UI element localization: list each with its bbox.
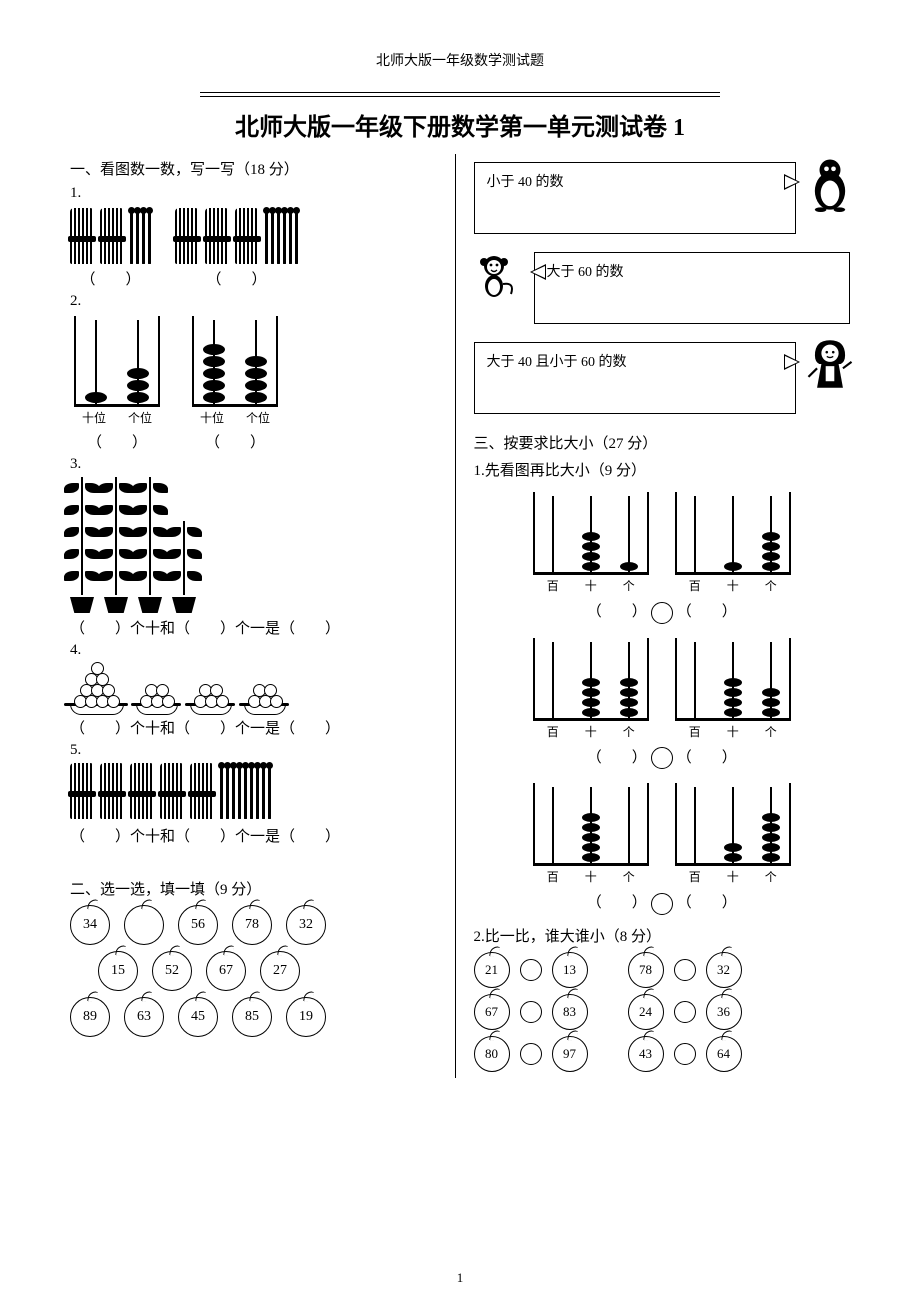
apple-number: 36 (706, 994, 742, 1030)
q1-figures: （ ） （ ） (70, 204, 447, 289)
apple-number: 97 (552, 1036, 588, 1072)
apple-number: 13 (552, 952, 588, 988)
q1-blank-left[interactable]: （ ） (70, 268, 151, 289)
running-head-rule (200, 92, 720, 97)
q2-figures: 十位 个位 （ ） 十位 个位 （ ） (70, 312, 447, 452)
apple-number: 78 (628, 952, 664, 988)
section-2-heading: 二、选一选，填一填（9 分） (70, 878, 447, 899)
s3-q1-heading: 1.先看图再比大小（9 分） (474, 459, 851, 480)
compare-pair[interactable]: 80 97 (474, 1036, 588, 1072)
compare-pair[interactable]: 21 13 (474, 952, 588, 988)
q2-blank-left[interactable]: （ ） (70, 431, 164, 452)
apple-number: 24 (628, 994, 664, 1030)
apple-number: 32 (706, 952, 742, 988)
speech-lt40: 小于 40 的数 (474, 162, 851, 234)
q3-number: 3. (70, 456, 447, 473)
worksheet-page: 北师大版一年级数学测试题 北师大版一年级下册数学第一单元测试卷 1 一、看图数一… (0, 0, 920, 1302)
apple-number: 67 (474, 994, 510, 1030)
q4-blank-line[interactable]: （ ）个十和（ ）个一是（ ） (70, 717, 447, 738)
apple-number: 63 (124, 997, 164, 1037)
q3-plants (70, 477, 447, 613)
compare-pair[interactable]: 78 32 (628, 952, 742, 988)
apple-number: 56 (178, 905, 218, 945)
page-title: 北师大版一年级下册数学第一单元测试卷 1 (70, 107, 850, 142)
apple-number: 52 (152, 951, 192, 991)
q2-number: 2. (70, 293, 447, 310)
q4-number: 4. (70, 642, 447, 659)
s3-q2-apple-pairs: 21 13 78 32 67 83 24 36 80 97 43 64 (474, 952, 851, 1072)
q1-blank-right[interactable]: （ ） (175, 268, 298, 289)
label-40to60: 大于 40 且小于 60 的数 (487, 355, 627, 370)
apple-number: 78 (232, 905, 272, 945)
penguin-icon (806, 156, 854, 212)
apple-number: 89 (70, 997, 110, 1037)
apple-number: 15 (98, 951, 138, 991)
apple-number: 64 (706, 1036, 742, 1072)
section-3-heading: 三、按要求比大小（27 分） (474, 432, 851, 453)
q2-right: 十位 个位 （ ） (188, 312, 282, 452)
right-column: 小于 40 的数 大于 60 的数 大于 40 且小于 60 的数 (466, 154, 851, 1078)
compare-pair[interactable]: 43 64 (628, 1036, 742, 1072)
label-ones: 个位 (128, 409, 152, 426)
apple-number: 21 (474, 952, 510, 988)
s3-q1-abacus-pairs: 百十个百十个（ ）（ ）百十个百十个（ ）（ ）百十个百十个（ ）（ ） (474, 488, 851, 915)
apple-number: 67 (206, 951, 246, 991)
girl-icon (806, 336, 854, 392)
q1-right: （ ） (175, 204, 298, 289)
label-gt60: 大于 60 的数 (547, 265, 624, 280)
q3-blank-line[interactable]: （ ）个十和（ ）个一是（ ） (70, 617, 447, 638)
running-head: 北师大版一年级数学测试题 (200, 50, 720, 74)
apple-number: 32 (286, 905, 326, 945)
apple-number: 43 (628, 1036, 664, 1072)
page-number: 1 (457, 1270, 464, 1286)
monkey-icon (470, 246, 518, 302)
compare-blank[interactable]: （ ）（ ） (474, 891, 851, 915)
apple-number: 34 (70, 905, 110, 945)
q5-blank-line[interactable]: （ ）个十和（ ）个一是（ ） (70, 825, 447, 846)
compare-pair[interactable]: 24 36 (628, 994, 742, 1030)
apple-number: 85 (232, 997, 272, 1037)
s2-apple-grid: 34 56 78 32 15 52 67 27 89 63 45 85 19 (70, 905, 447, 1037)
speech-gt60: 大于 60 的数 (474, 252, 851, 324)
q2-blank-right[interactable]: （ ） (188, 431, 282, 452)
box-gt60[interactable]: 大于 60 的数 (534, 252, 851, 324)
apple-number (124, 905, 164, 945)
label-ones: 个位 (246, 409, 270, 426)
compare-blank[interactable]: （ ）（ ） (474, 746, 851, 770)
left-column: 一、看图数一数，写一写（18 分） 1. （ ） （ ） 2. (70, 154, 456, 1078)
compare-pair[interactable]: 67 83 (474, 994, 588, 1030)
box-40to60[interactable]: 大于 40 且小于 60 的数 (474, 342, 797, 414)
two-column-layout: 一、看图数一数，写一写（18 分） 1. （ ） （ ） 2. (70, 154, 850, 1078)
s3-q2-heading: 2.比一比，谁大谁小（8 分） (474, 925, 851, 946)
section-1-heading: 一、看图数一数，写一写（18 分） (70, 158, 447, 179)
apple-number: 19 (286, 997, 326, 1037)
apple-number: 27 (260, 951, 300, 991)
label-tens: 十位 (82, 409, 106, 426)
label-tens: 十位 (200, 409, 224, 426)
q5-number: 5. (70, 742, 447, 759)
apple-number: 83 (552, 994, 588, 1030)
q2-left: 十位 个位 （ ） (70, 312, 164, 452)
apple-number: 80 (474, 1036, 510, 1072)
label-lt40: 小于 40 的数 (487, 175, 564, 190)
speech-40to60: 大于 40 且小于 60 的数 (474, 342, 851, 414)
q1-number: 1. (70, 185, 447, 202)
q4-plates (70, 663, 447, 715)
compare-blank[interactable]: （ ）（ ） (474, 600, 851, 624)
q1-left: （ ） (70, 204, 151, 289)
apple-number: 45 (178, 997, 218, 1037)
q5-sticks (70, 763, 447, 819)
box-lt40[interactable]: 小于 40 的数 (474, 162, 797, 234)
